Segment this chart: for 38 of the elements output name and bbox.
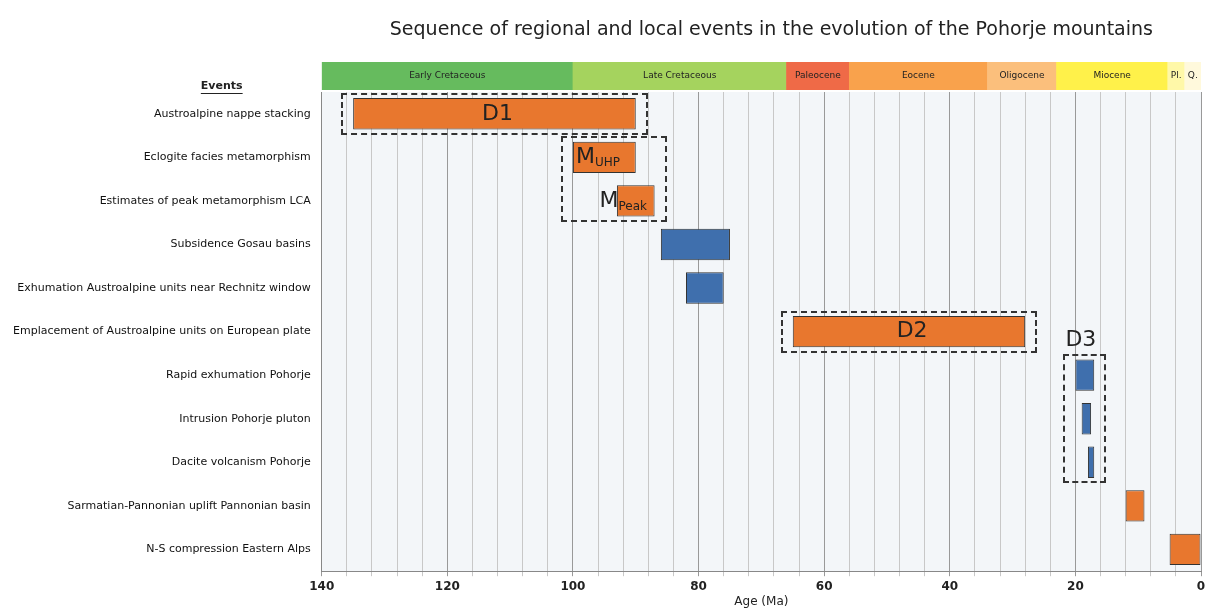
chart-title: Sequence of regional and local events in the evolution of the Pohorje mountains: [389, 16, 1153, 39]
x-axis-title: Age (Ma): [734, 593, 789, 608]
y-tick-label: Rapid exhumation Pohorje: [166, 368, 311, 382]
series-label: Paleocene: [794, 70, 842, 81]
x-tick-label: 60: [815, 578, 833, 593]
y-tick-label: Austroalpine nappe stacking: [153, 106, 311, 120]
y-tick-label: Sarmatian-Pannonian uplift Pannonian basin: [67, 498, 311, 512]
y-tick-label: Intrusion Pohorje pluton: [179, 411, 311, 425]
x-tick-label: 0: [1196, 578, 1206, 593]
y-tick-label: Dacite volcanism Pohorje: [171, 455, 311, 469]
bar: [1056, 62, 1169, 90]
x-tick-label: 80: [690, 578, 707, 593]
x-tick-label: 100: [560, 578, 586, 593]
x-tick-label: 120: [434, 578, 460, 593]
y-tick-label: N-S compression Eastern Alps: [146, 542, 311, 556]
series-label: Eocene: [901, 70, 936, 81]
annotation: D1: [482, 99, 514, 125]
x-tick-label: 20: [1067, 578, 1084, 593]
x-tick-label: 140: [309, 578, 335, 593]
bar: [1184, 62, 1201, 90]
series-label: Oligocene: [999, 70, 1045, 81]
y-tick-label: Emplacement of Austroalpine units on European plate: [12, 324, 311, 338]
annotation: D3: [1065, 325, 1097, 351]
x-tick-label: 40: [941, 578, 959, 593]
series-label: Late Cretaceous: [643, 70, 717, 81]
series-label: Early Cretaceous: [409, 70, 486, 81]
y-axis-title: Events: [200, 78, 244, 92]
annotation: D2: [896, 317, 928, 343]
bar: [321, 62, 574, 90]
y-tick-label: Subsidence Gosau basins: [170, 237, 311, 251]
series-label: Pl.: [1170, 70, 1182, 81]
y-tick-label: Exhumation Austroalpine units near Rechnitz window: [17, 280, 311, 294]
series-label: Miocene: [1093, 70, 1132, 81]
series-label: Q.: [1187, 70, 1198, 81]
bar: [848, 62, 988, 90]
y-tick-label: Eclogite facies metamorphism: [143, 150, 311, 164]
y-tick-label: Estimates of peak metamorphism LCA: [99, 193, 312, 207]
bar: [572, 62, 787, 90]
